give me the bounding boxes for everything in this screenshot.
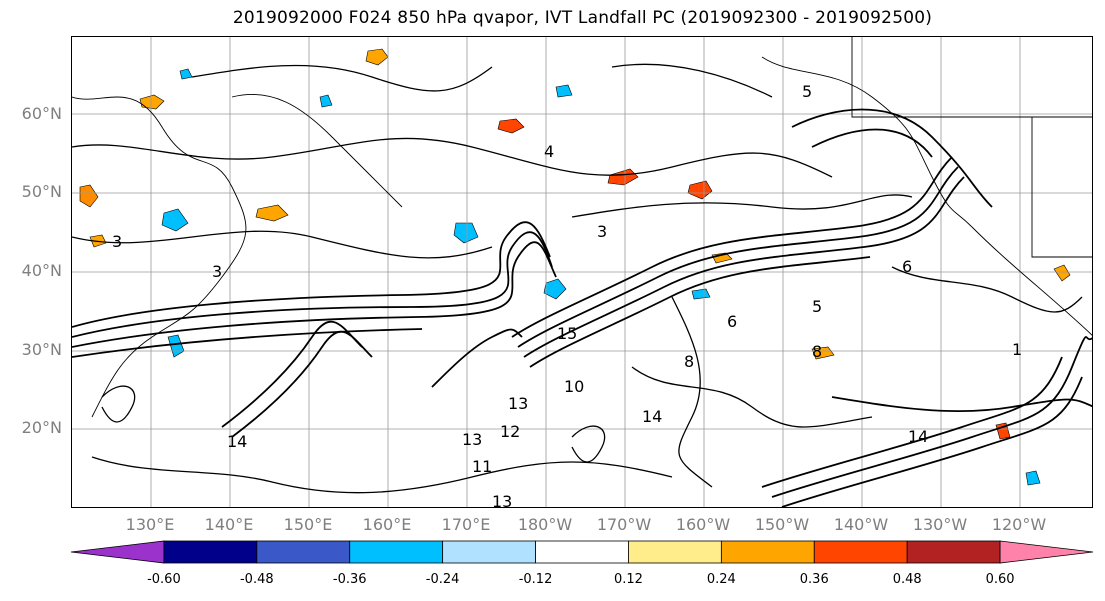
contour-label: 13 xyxy=(492,492,512,508)
patch-negative xyxy=(691,288,711,300)
colorbar-tick-label: 0.24 xyxy=(706,572,736,587)
lat-label-20: 20°N xyxy=(21,418,62,437)
lon-label-160e: 160°E xyxy=(362,515,412,534)
lat-label-40: 40°N xyxy=(21,261,62,280)
contour-label: 8 xyxy=(684,352,694,371)
patch-negative xyxy=(555,84,573,98)
contour-lines xyxy=(72,108,1092,507)
lon-label-150e: 150°E xyxy=(283,515,333,534)
colorbar-cell xyxy=(442,540,536,564)
colorbar-arrow-min xyxy=(70,540,165,564)
contour-label: 3 xyxy=(597,222,607,241)
patch-positive xyxy=(811,346,835,360)
lat-label-60: 60°N xyxy=(21,104,62,123)
patch-positive xyxy=(687,180,713,200)
lon-label-130e: 130°E xyxy=(125,515,175,534)
contour-label: 11 xyxy=(472,457,492,476)
lon-label-120w: 120°W xyxy=(991,515,1047,534)
colorbar-cell xyxy=(720,540,815,564)
contour-label: 8 xyxy=(812,342,822,361)
map-svg: 3 3 3 4 5 5 6 6 8 8 10 13 13 13 14 14 14… xyxy=(72,37,1092,508)
contour-label: 6 xyxy=(727,312,737,331)
lon-label-150w: 150°W xyxy=(754,515,810,534)
patch-negative xyxy=(161,208,189,232)
colorbar-cell xyxy=(349,540,444,564)
lon-label-140e: 140°E xyxy=(204,515,254,534)
colorbar-tick-label: -0.48 xyxy=(239,572,274,587)
patch-positive xyxy=(79,184,99,208)
coastlines xyxy=(72,37,1092,418)
colorbar-tick-label: 0.12 xyxy=(613,572,643,587)
colorbar xyxy=(70,540,1094,564)
contour-label: 10 xyxy=(564,377,584,396)
colorbar-tick-label: 0.48 xyxy=(892,572,922,587)
patch-negative xyxy=(179,68,193,80)
lat-label-50: 50°N xyxy=(21,182,62,201)
lon-label-130w: 130°W xyxy=(912,515,968,534)
contour-label: 3 xyxy=(212,262,222,281)
contour-label: 4 xyxy=(544,142,554,161)
colorbar-cell xyxy=(813,540,908,564)
contour-label: 3 xyxy=(112,232,122,251)
patch-positive xyxy=(365,48,389,66)
contour-label: 15 xyxy=(557,324,577,343)
colorbar-tick-label: -0.60 xyxy=(147,572,181,587)
patch-positive xyxy=(139,94,165,110)
colorbar-cell xyxy=(906,540,1001,564)
patch-negative xyxy=(1025,470,1041,486)
patch-negative xyxy=(543,278,567,300)
patch-positive xyxy=(1053,264,1071,282)
colorbar-tick-label: -0.24 xyxy=(425,572,460,587)
patch-negative xyxy=(319,94,333,108)
colorbar-tick-label: 0.36 xyxy=(799,572,829,587)
colorbar-cell xyxy=(535,540,629,564)
contour-label: 14 xyxy=(642,407,662,426)
lon-label-160w: 160°W xyxy=(675,515,731,534)
patch-positive xyxy=(607,168,639,186)
patch-negative xyxy=(453,222,479,244)
colorbar-cells xyxy=(70,540,1094,564)
patch-positive xyxy=(497,118,525,134)
contour-label: 6 xyxy=(902,257,912,276)
map-plot-area: 3 3 3 4 5 5 6 6 8 8 10 13 13 13 14 14 14… xyxy=(71,36,1093,508)
patch-positive xyxy=(255,204,289,222)
contour-label: 14 xyxy=(908,427,928,446)
colorbar-tick-label: 0.60 xyxy=(985,572,1015,587)
colorbar-tick-label: -0.12 xyxy=(518,572,553,587)
contour-lines-thin xyxy=(72,63,1083,494)
lon-label-170e: 170°E xyxy=(441,515,491,534)
patch-positive xyxy=(995,422,1011,440)
colorbar-arrow-max xyxy=(999,540,1094,564)
contour-label: 13 xyxy=(462,430,482,449)
colorbar-cell xyxy=(163,540,258,564)
contour-label: 14 xyxy=(227,432,247,451)
graticule xyxy=(72,37,1092,507)
contour-labels: 3 3 3 4 5 5 6 6 8 8 10 13 13 13 14 14 14… xyxy=(112,82,1022,508)
contour-label: 12 xyxy=(500,422,520,441)
patch-negative xyxy=(167,334,185,358)
lon-label-140w: 140°W xyxy=(833,515,889,534)
colorbar-cell xyxy=(628,540,722,564)
lat-label-30: 30°N xyxy=(21,340,62,359)
contour-label: 13 xyxy=(508,394,528,413)
colorbar-tick-label: -0.36 xyxy=(332,572,367,587)
contour-label: 1 xyxy=(1012,340,1022,359)
colorbar-cell xyxy=(256,540,351,564)
lon-label-180w: 180°W xyxy=(517,515,573,534)
lon-label-170w: 170°W xyxy=(596,515,652,534)
contour-label: 5 xyxy=(802,82,812,101)
map-title: 2019092000 F024 850 hPa qvapor, IVT Land… xyxy=(232,8,933,28)
anomaly-patches xyxy=(79,48,1071,486)
contour-label: 5 xyxy=(812,297,822,316)
